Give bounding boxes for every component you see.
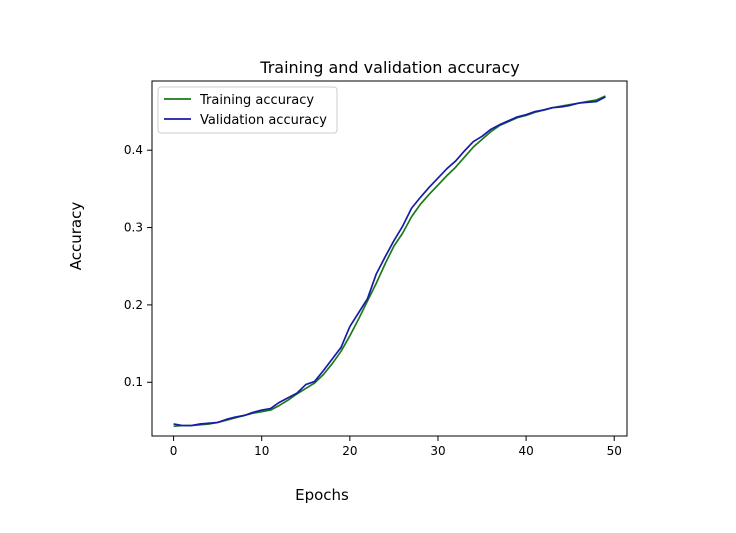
- legend: Training accuracy Validation accuracy: [157, 86, 338, 134]
- series-line-validation: [173, 96, 606, 427]
- x-axis-label: Epochs: [295, 486, 349, 504]
- x-tick-label: 0: [170, 444, 178, 458]
- legend-entry: Training accuracy: [199, 93, 314, 108]
- y-tick-label: 0.3: [124, 221, 143, 235]
- series-line-training: [173, 95, 606, 428]
- y-tick-label: 0.4: [124, 143, 143, 157]
- x-axis-ticks: 0 10 20 30 40 50: [170, 436, 622, 458]
- legend-box: [157, 86, 338, 134]
- x-tick-label: 20: [342, 444, 357, 458]
- x-tick-label: 40: [518, 444, 533, 458]
- series-lines: [173, 95, 606, 428]
- y-tick-label: 0.1: [124, 375, 143, 389]
- chart-title: Training and validation accuracy: [259, 58, 519, 77]
- x-tick-label: 10: [254, 444, 269, 458]
- y-tick-label: 0.2: [124, 298, 143, 312]
- x-tick-label: 50: [607, 444, 622, 458]
- y-axis-ticks: 0.1 0.2 0.3 0.4: [124, 143, 152, 389]
- legend-entry: Validation accuracy: [200, 113, 327, 128]
- plot-frame: [151, 80, 628, 437]
- y-axis-label: Accuracy: [67, 202, 85, 271]
- x-tick-label: 30: [430, 444, 445, 458]
